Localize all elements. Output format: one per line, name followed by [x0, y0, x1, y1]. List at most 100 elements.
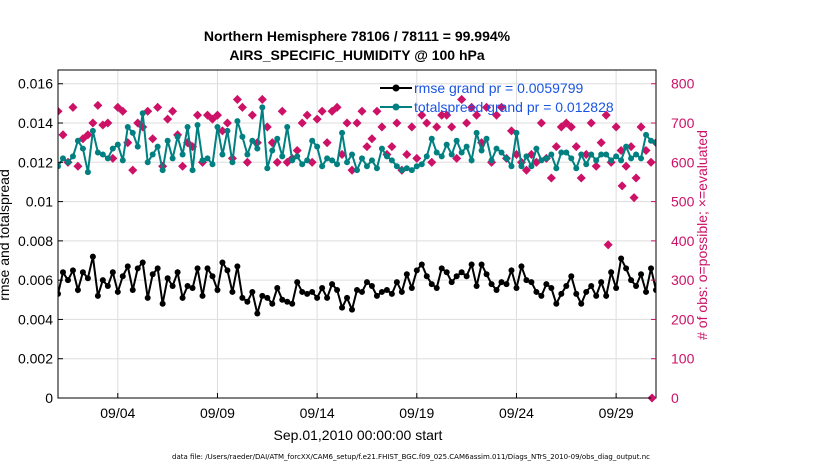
obs-evaluated-marker [736, 103, 745, 112]
totalspread-point [748, 112, 754, 118]
obs-evaluated-marker [816, 126, 825, 135]
y-tick-label: 0.016 [18, 76, 53, 92]
rmse-point [408, 285, 415, 292]
totalspread-point [473, 129, 480, 136]
rmse-point [433, 285, 440, 292]
totalspread-point [159, 167, 166, 174]
rmse-point [573, 290, 580, 297]
rmse-point [748, 283, 754, 289]
obs-evaluated-marker [372, 106, 382, 116]
rmse-point [304, 290, 311, 297]
y-tick-label: 0.004 [18, 311, 53, 327]
rmse-point [618, 255, 625, 262]
totalspread-point [563, 149, 570, 156]
totalspread-point [219, 151, 226, 158]
obs-evaluated-marker [721, 126, 730, 135]
totalspread-point [194, 121, 201, 128]
totalspread-point [154, 143, 161, 150]
y-tick-label: 0.012 [18, 154, 53, 170]
rmse-point [568, 273, 575, 280]
rmse-point [578, 300, 585, 307]
y-tick-label: 0.01 [26, 194, 53, 210]
rmse-point [773, 246, 779, 252]
obs-evaluated-marker [68, 102, 78, 112]
y-right-tick-label: 500 [671, 194, 695, 210]
obs-evaluated-marker [193, 110, 203, 120]
obs-evaluated-marker [347, 165, 357, 175]
obs-evaluated-marker [168, 106, 178, 116]
rmse-point [334, 286, 341, 293]
obs-evaluated-marker [617, 181, 627, 191]
totalspread-point [398, 167, 405, 174]
totalspread-point [403, 165, 410, 172]
totalspread-point [533, 145, 540, 152]
obs-evaluated-marker [492, 110, 502, 120]
totalspread-point [817, 155, 823, 161]
totalspread-point [463, 143, 470, 150]
obs-evaluated-marker [811, 138, 820, 147]
obs-evaluated-marker [302, 110, 312, 120]
obs-evaluated-marker [576, 173, 586, 183]
rmse-point [723, 267, 729, 273]
totalspread-point [613, 153, 620, 160]
rmse-point [234, 263, 241, 270]
rmse-point [453, 273, 460, 280]
obs-evaluated-marker [442, 110, 452, 120]
rmse-point [628, 277, 635, 284]
totalspread-point [638, 155, 645, 162]
rmse-point [598, 279, 605, 286]
totalspread-point [807, 149, 813, 155]
rmse-point [383, 286, 390, 293]
obs-evaluated-marker [746, 130, 755, 139]
obs-evaluated-marker [93, 100, 103, 110]
rmse-point [368, 283, 375, 290]
rmse-point [588, 283, 595, 290]
rmse-point [299, 288, 306, 295]
rmse-point [523, 277, 530, 284]
obs-evaluated-marker [362, 142, 372, 152]
totalspread-point [668, 134, 674, 140]
rmse-point [114, 288, 121, 295]
obs-evaluated-marker [776, 138, 785, 147]
totalspread-point [593, 157, 600, 164]
rmse-point [603, 292, 610, 299]
x-tick-label: 09/14 [300, 405, 335, 421]
totalspread-point [319, 163, 326, 170]
rmse-point [109, 269, 116, 276]
y-right-tick-label: 800 [671, 76, 695, 92]
totalspread-point [393, 163, 400, 170]
rmse-point [194, 265, 201, 272]
totalspread-point [633, 151, 640, 158]
obs-evaluated-marker [153, 102, 163, 112]
obs-evaluated-marker [392, 118, 402, 128]
totalspread-point [99, 151, 106, 158]
obs-evaluated-marker [103, 118, 113, 128]
totalspread-point [79, 145, 86, 152]
rmse-point [528, 279, 535, 286]
rmse-point [94, 292, 101, 299]
totalspread-point [199, 157, 206, 164]
series-layer [58, 94, 825, 403]
totalspread-point [783, 104, 789, 110]
y-right-tick-label: 100 [671, 351, 695, 367]
obs-evaluated-marker [751, 115, 760, 124]
totalspread-point [94, 149, 101, 156]
chart-title: Northern Hemisphere 78106 / 78111 = 99.9… [204, 28, 511, 44]
obs-evaluated-marker [462, 118, 472, 128]
obs-evaluated-marker [257, 94, 267, 104]
obs-evaluated-marker [367, 134, 377, 144]
y-right-tick-label: 300 [671, 272, 695, 288]
rmse-point [284, 298, 291, 305]
rmse-point [468, 261, 475, 268]
rmse-point [363, 279, 370, 286]
rmse-point [309, 288, 316, 295]
rmse-point [803, 279, 809, 285]
rmse-point [583, 288, 590, 295]
obs-evaluated-marker [163, 114, 173, 124]
totalspread-point [753, 106, 759, 112]
y-tick-label: 0.014 [18, 115, 53, 131]
rmse-point [129, 286, 136, 293]
rmse-point [219, 259, 226, 266]
totalspread-point [558, 149, 565, 156]
obs-evaluated-marker [766, 111, 775, 120]
